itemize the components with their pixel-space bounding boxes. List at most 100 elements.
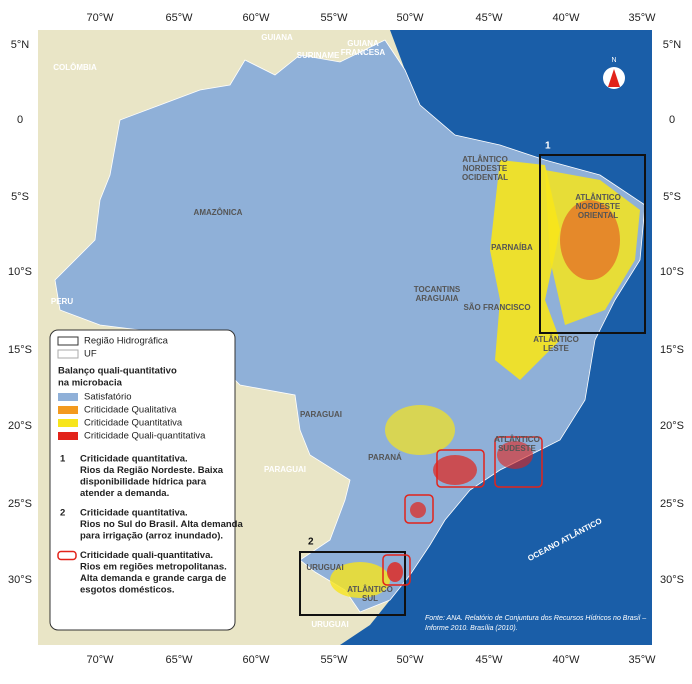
note-text: Alta demanda e grande carga de (80, 573, 226, 584)
latitude-label: 30°S (660, 574, 684, 586)
latitude-label: 20°S (660, 420, 684, 432)
compass-label: N (611, 57, 616, 64)
longitude-label: 40°W (552, 654, 580, 666)
country-label: PARAGUAI (264, 465, 306, 474)
latitude-label: 10°S (660, 266, 684, 278)
latitude-label: 0 (17, 114, 23, 126)
note-icon (57, 550, 77, 561)
region-label: PARANÁ (368, 453, 402, 462)
longitude-label: 35°W (628, 654, 656, 666)
note-text: para irrigação (arroz inundado). (80, 531, 223, 542)
longitude-label: 55°W (320, 654, 348, 666)
legend-swatch (58, 393, 78, 401)
longitude-label: 35°W (628, 12, 656, 24)
latitude-label: 15°S (8, 344, 32, 356)
longitude-label: 45°W (475, 654, 503, 666)
region-label: OCIDENTAL (462, 173, 508, 182)
compass-arrow (608, 69, 620, 87)
note-text: Rios no Sul do Brasil. Alta demanda (80, 519, 243, 530)
country-label: GUIANA (347, 39, 379, 48)
region-label: URUGUAI (306, 563, 343, 572)
region-label: NORDESTE (463, 164, 508, 173)
legend-text: Criticidade Qualitativa (84, 405, 177, 416)
region-label: ATLÂNTICO (575, 193, 621, 202)
region-label: PARNAÍBA (491, 243, 533, 252)
latitude-label: 5°S (11, 191, 29, 203)
box-label: 1 (545, 141, 551, 152)
region-label: LESTE (543, 344, 569, 353)
legend-swatch (58, 406, 78, 414)
latitude-label: 25°S (8, 498, 32, 510)
latitude-label: 15°S (660, 344, 684, 356)
longitude-label: 60°W (242, 12, 270, 24)
latitude-label: 20°S (8, 420, 32, 432)
legend-heading: na microbacia (58, 378, 123, 389)
latitude-label: 25°S (660, 498, 684, 510)
metro-box (436, 449, 485, 488)
note-text: atender a demanda. (80, 488, 169, 499)
legend-text: Criticidade Quantitativa (84, 418, 183, 429)
longitude-label: 70°W (86, 12, 114, 24)
latitude-label: 10°S (8, 266, 32, 278)
note-number: 1 (60, 454, 66, 465)
longitude-label: 45°W (475, 12, 503, 24)
country-label: GUIANA (261, 33, 293, 42)
legend-text: Satisfatório (84, 392, 132, 403)
legend-swatch (58, 432, 78, 440)
note-number: 2 (60, 508, 65, 519)
region-label: AMAZÔNICA (194, 208, 243, 217)
note-text: Rios da Região Nordeste. Baixa (80, 465, 224, 476)
region-label: NORDESTE (576, 202, 621, 211)
box-label: 2 (308, 537, 314, 548)
legend-heading: Balanço quali-quantitativo (58, 366, 177, 377)
boundary-swatch (57, 349, 79, 359)
highlight-box (299, 551, 406, 616)
region-label: ATLÂNTICO (462, 155, 508, 164)
longitude-label: 55°W (320, 12, 348, 24)
country-label: SURINAME (297, 51, 340, 60)
boundary-swatch (57, 336, 79, 346)
longitude-label: 50°W (396, 12, 424, 24)
region-label: TOCANTINS (414, 285, 461, 294)
country-label: COLÔMBIA (53, 63, 97, 72)
note-text: Criticidade quantitativa. (80, 508, 188, 519)
legend-swatch (58, 419, 78, 427)
longitude-label: 65°W (165, 12, 193, 24)
note-text: Criticidade quali-quantitativa. (80, 550, 213, 561)
source: Informe 2010. Brasília (2010). (425, 625, 518, 632)
longitude-label: 50°W (396, 654, 424, 666)
note-text: Rios em regiões metropolitanas. (80, 562, 227, 573)
legend-text: UF (84, 349, 97, 360)
latitude-label: 0 (669, 114, 675, 126)
note-text: Criticidade quantitativa. (80, 454, 188, 465)
criticality-patches (330, 160, 640, 598)
region-label: SUL (362, 594, 378, 603)
region-label: PARAGUAI (300, 410, 342, 419)
region-label: ATLÂNTICO (347, 585, 393, 594)
metro-box (494, 436, 543, 488)
latitude-label: 30°S (8, 574, 32, 586)
note-text: disponibilidade hídrica para (80, 477, 207, 488)
legend (49, 329, 236, 631)
region-label: SÃO FRANCISCO (463, 303, 530, 312)
latitude-label: 5°N (11, 39, 30, 51)
country-label: FRANCESA (341, 48, 386, 57)
latitude-label: 5°N (663, 39, 682, 51)
legend-text: Criticidade Quali-quantitativa (84, 431, 206, 442)
note-text: esgotos domésticos. (80, 585, 175, 596)
longitude-label: 65°W (165, 654, 193, 666)
region-label: ORIENTAL (578, 211, 618, 220)
longitude-label: 60°W (242, 654, 270, 666)
country-label: PERU (51, 297, 73, 306)
country-label: URUGUAI (311, 620, 348, 629)
region-label: SUDESTE (498, 444, 536, 453)
source: Fonte: ANA. Relatório de Conjuntura dos … (425, 615, 646, 622)
latitude-label: 5°S (663, 191, 681, 203)
metro-box (382, 554, 411, 586)
highlight-box (539, 154, 646, 334)
longitude-label: 70°W (86, 654, 114, 666)
legend-text: Região Hidrográfica (84, 336, 169, 347)
metro-box (404, 494, 434, 524)
